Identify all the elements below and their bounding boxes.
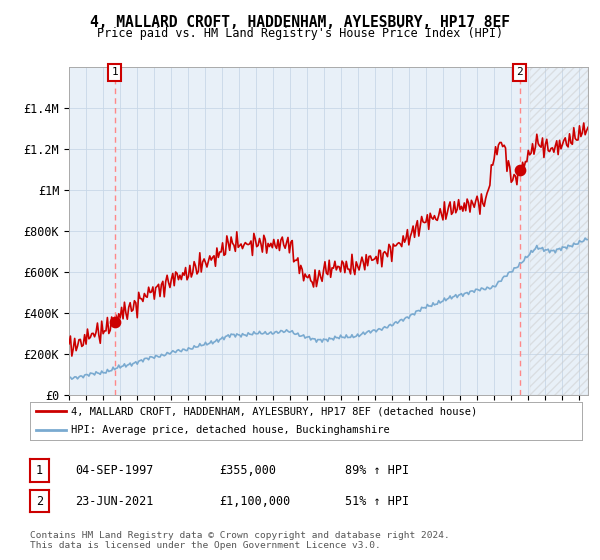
Text: Price paid vs. HM Land Registry's House Price Index (HPI): Price paid vs. HM Land Registry's House … xyxy=(97,27,503,40)
Text: £355,000: £355,000 xyxy=(219,464,276,477)
Text: HPI: Average price, detached house, Buckinghamshire: HPI: Average price, detached house, Buck… xyxy=(71,425,390,435)
Text: 2: 2 xyxy=(36,494,43,508)
Text: 89% ↑ HPI: 89% ↑ HPI xyxy=(345,464,409,477)
Text: 2: 2 xyxy=(516,67,523,77)
Text: 1: 1 xyxy=(111,67,118,77)
Text: Contains HM Land Registry data © Crown copyright and database right 2024.
This d: Contains HM Land Registry data © Crown c… xyxy=(30,531,450,550)
Text: 4, MALLARD CROFT, HADDENHAM, AYLESBURY, HP17 8EF: 4, MALLARD CROFT, HADDENHAM, AYLESBURY, … xyxy=(90,15,510,30)
Point xyxy=(515,165,524,174)
Text: 23-JUN-2021: 23-JUN-2021 xyxy=(75,494,154,508)
Text: 04-SEP-1997: 04-SEP-1997 xyxy=(75,464,154,477)
Text: 51% ↑ HPI: 51% ↑ HPI xyxy=(345,494,409,508)
Text: £1,100,000: £1,100,000 xyxy=(219,494,290,508)
Text: 4, MALLARD CROFT, HADDENHAM, AYLESBURY, HP17 8EF (detached house): 4, MALLARD CROFT, HADDENHAM, AYLESBURY, … xyxy=(71,406,478,416)
Point xyxy=(110,318,119,326)
Text: 1: 1 xyxy=(36,464,43,477)
